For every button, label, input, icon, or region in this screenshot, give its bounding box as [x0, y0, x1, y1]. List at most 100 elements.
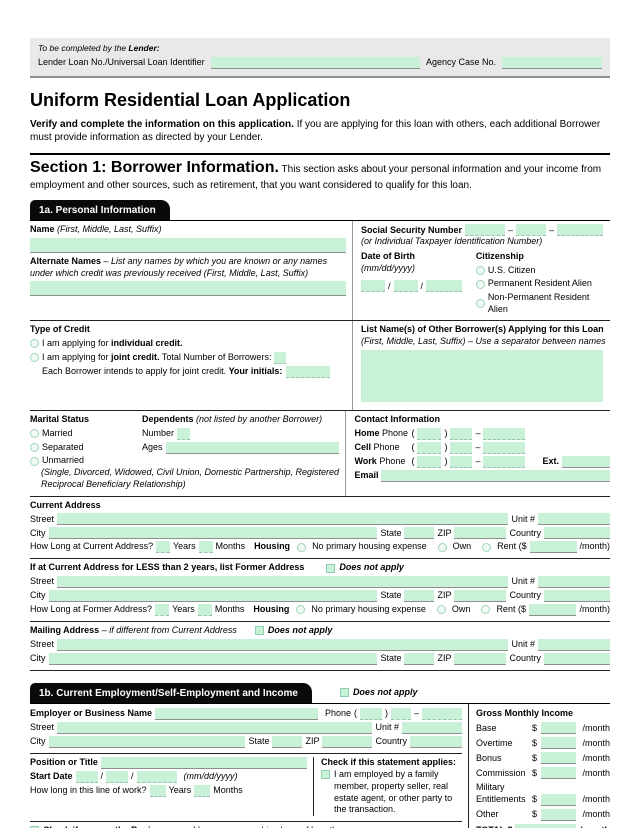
dob-day-input[interactable] [393, 280, 418, 293]
current-rent-radio[interactable] [482, 542, 492, 552]
current-years-input[interactable] [156, 541, 170, 554]
employer-city-input[interactable] [48, 735, 246, 748]
former-city-input[interactable] [48, 589, 378, 602]
employer-phone-area-input[interactable] [359, 707, 382, 720]
current-country-input[interactable] [544, 527, 610, 540]
current-state-input[interactable] [404, 527, 435, 540]
employer-phone-line-input[interactable] [422, 707, 462, 720]
ssn-label: Social Security Number [361, 224, 463, 235]
citizenship-permanent-resident-radio[interactable] [475, 279, 485, 289]
former-country-input[interactable] [544, 589, 610, 602]
other-borrowers-textarea[interactable] [361, 349, 603, 402]
gmi-bonus-input[interactable] [541, 752, 576, 765]
employment-divider-2 [30, 821, 462, 823]
alternate-names-input[interactable] [30, 281, 346, 297]
email-input[interactable] [381, 470, 610, 483]
start-date-month-input[interactable] [75, 770, 98, 783]
former-does-not-apply-checkbox[interactable] [326, 563, 336, 573]
marital-separated-radio[interactable] [30, 443, 39, 453]
dob-month-input[interactable] [361, 280, 385, 293]
cell-phone-line-input[interactable] [483, 442, 526, 455]
current-no-primary-expense-radio[interactable] [297, 542, 307, 552]
mailing-does-not-apply-checkbox[interactable] [254, 626, 264, 636]
individual-credit-radio[interactable] [30, 339, 39, 349]
mailing-unit-input[interactable] [538, 638, 610, 651]
ssn-part1-input[interactable] [465, 224, 506, 237]
gmi-overtime-input[interactable] [541, 737, 576, 750]
mailing-street-input[interactable] [57, 638, 509, 651]
work-phone-prefix-input[interactable] [450, 456, 473, 469]
former-zip-input[interactable] [454, 589, 507, 602]
citizenship-us-citizen-radio[interactable] [475, 265, 485, 275]
cell-phone-prefix-input[interactable] [450, 442, 473, 455]
former-rent-amount-input[interactable] [528, 603, 577, 616]
position-title-input[interactable] [100, 756, 307, 769]
marital-unmarried-radio[interactable] [30, 456, 39, 466]
home-phone-line-input[interactable] [483, 428, 526, 441]
current-unit-input[interactable] [538, 513, 610, 526]
former-unit-input[interactable] [538, 575, 610, 588]
home-phone-prefix-input[interactable] [450, 428, 473, 441]
name-input[interactable] [30, 237, 346, 253]
mailing-state-input[interactable] [404, 652, 435, 665]
agency-case-input[interactable] [502, 57, 602, 70]
current-own-radio[interactable] [437, 542, 447, 552]
work-years-input[interactable] [149, 784, 166, 797]
work-phone-ext-input[interactable] [562, 456, 610, 469]
former-years-input[interactable] [155, 603, 170, 616]
work-months-input[interactable] [194, 784, 211, 797]
current-months-input[interactable] [198, 541, 213, 554]
start-date-label: Start Date [30, 770, 73, 781]
business-owner-checkbox[interactable] [30, 826, 39, 828]
employer-name-input[interactable] [155, 707, 318, 720]
mailing-country-input[interactable] [544, 652, 610, 665]
ssn-part3-input[interactable] [557, 224, 604, 237]
former-no-primary-expense-radio[interactable] [296, 605, 306, 615]
tab-1a-row: 1a. Personal Information [30, 200, 610, 222]
current-street-input[interactable] [57, 513, 509, 526]
former-state-input[interactable] [404, 589, 435, 602]
mailing-zip-input[interactable] [454, 652, 507, 665]
current-city-input[interactable] [48, 527, 378, 540]
ssn-part2-input[interactable] [516, 224, 547, 237]
housing-label: Housing [253, 604, 290, 615]
start-date-year-input[interactable] [136, 770, 177, 783]
employer-zip-input[interactable] [322, 735, 373, 748]
former-street-input[interactable] [57, 575, 509, 588]
former-own-radio[interactable] [436, 605, 446, 615]
former-months-input[interactable] [197, 603, 212, 616]
citizenship-non-permanent-radio[interactable] [475, 299, 485, 309]
cell-phone-area-input[interactable] [417, 442, 442, 455]
your-initials-input[interactable] [286, 365, 331, 378]
loan-id-label: Lender Loan No./Universal Loan Identifie… [38, 57, 205, 68]
joint-credit-radio[interactable] [30, 353, 39, 363]
marital-married-radio[interactable] [30, 429, 39, 439]
employer-country-input[interactable] [410, 735, 462, 748]
employer-street-input[interactable] [57, 721, 373, 734]
gmi-other-input[interactable] [541, 808, 576, 821]
family-member-checkbox[interactable] [321, 770, 330, 780]
dependents-ages-input[interactable] [165, 442, 340, 455]
employer-unit-input[interactable] [402, 721, 462, 734]
dependents-number-input[interactable] [177, 428, 191, 441]
employer-phone-prefix-input[interactable] [390, 707, 411, 720]
start-date-day-input[interactable] [106, 770, 129, 783]
gmi-military-input[interactable] [541, 793, 576, 806]
employment-does-not-apply-checkbox[interactable] [339, 688, 349, 698]
former-rent-radio[interactable] [481, 605, 491, 615]
total-borrowers-input[interactable] [274, 351, 287, 364]
home-phone-area-input[interactable] [417, 428, 442, 441]
gmi-base-input[interactable] [541, 722, 576, 735]
current-zip-input[interactable] [454, 527, 507, 540]
gmi-commission-input[interactable] [541, 767, 576, 780]
lender-loan-id-input[interactable] [210, 57, 420, 70]
mailing-city-input[interactable] [48, 652, 378, 665]
current-rent-amount-input[interactable] [529, 541, 577, 554]
gmi-total-input[interactable] [514, 823, 576, 828]
work-phone-line-input[interactable] [483, 456, 526, 469]
work-phone-area-input[interactable] [417, 456, 442, 469]
dob-year-input[interactable] [426, 280, 463, 293]
employer-state-input[interactable] [272, 735, 303, 748]
state-label: State [380, 527, 402, 538]
ssn-hint: (or Individual Taxpayer Identification N… [361, 236, 543, 247]
